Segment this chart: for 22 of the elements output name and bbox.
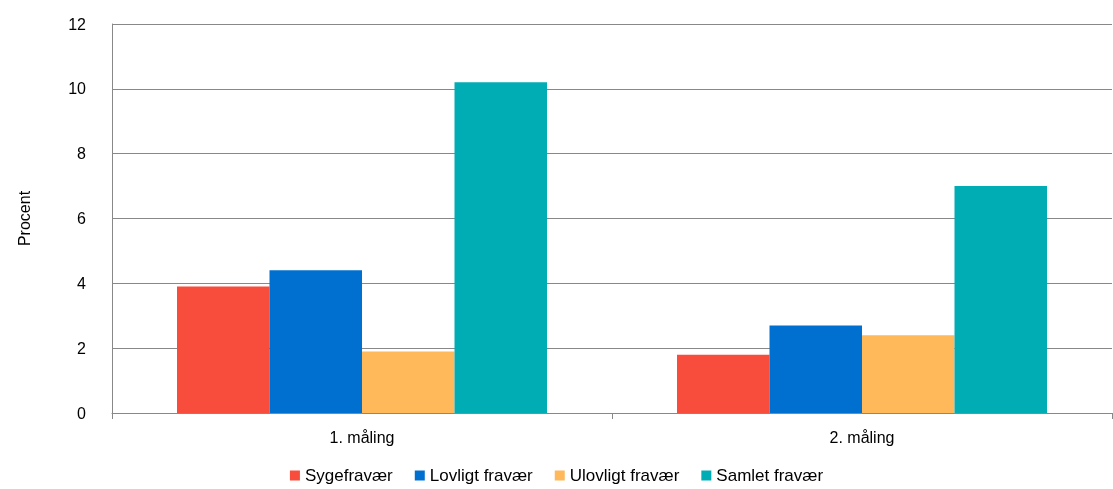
legend-label: Ulovligt fravær [569,466,680,485]
bar [362,351,455,413]
legend-label: Sygefravær [304,466,394,485]
legend-label: Lovligt fravær [429,466,534,485]
legend-label: Samlet fravær [716,466,824,485]
y-tick-label: 10 [68,80,87,98]
y-tick-label: 8 [77,145,87,163]
bar [769,325,862,413]
y-tick-label: 4 [77,274,87,292]
x-tick-label: 2. måling [829,428,895,446]
y-tick-label: 12 [68,15,87,33]
bar [677,354,770,413]
bar [454,82,547,413]
y-tick-label: 6 [77,210,87,227]
bar [862,335,955,413]
y-tick-label: 2 [77,339,87,357]
y-axis-title: Procent [15,190,33,247]
x-tick-label: 1. måling [329,428,395,446]
y-tick-label: 0 [77,404,87,422]
bar [177,286,270,413]
bar [954,186,1047,413]
bar [269,270,362,413]
